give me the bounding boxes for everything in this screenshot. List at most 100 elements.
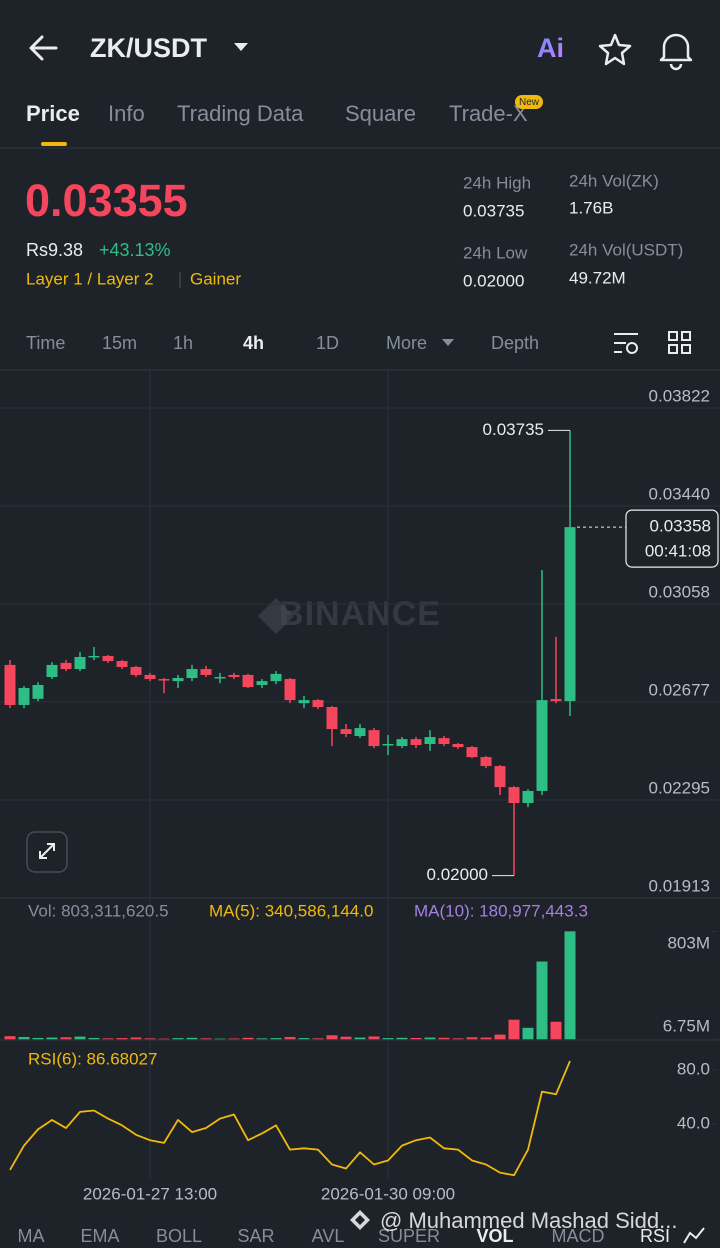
pair-title[interactable]: ZK/USDT <box>90 33 207 63</box>
candle-body <box>4 664 16 705</box>
tag[interactable]: Layer 1 / Layer 2 <box>26 269 154 288</box>
y-tick-label: 0.02295 <box>649 778 710 797</box>
stat-value: 0.02000 <box>463 271 524 290</box>
tab[interactable]: Price <box>26 101 80 126</box>
candle-body <box>186 669 198 679</box>
watermark: @ Muhammed Mashad Sidd... <box>380 1208 677 1233</box>
candle-body <box>494 766 506 788</box>
volume-bar <box>242 1037 254 1040</box>
volume-bar <box>438 1037 450 1040</box>
volume-bar <box>410 1037 422 1040</box>
indicator-tab[interactable]: EMA <box>80 1226 119 1246</box>
watermark-logo <box>350 1210 370 1230</box>
price-change: +43.13% <box>99 240 171 260</box>
volume-bar <box>550 1021 562 1040</box>
indicator-tab[interactable]: RSI <box>640 1226 670 1246</box>
indicator-tab[interactable]: BOLL <box>156 1226 202 1246</box>
candle-body <box>144 674 156 680</box>
candle-body <box>424 737 436 744</box>
candle-body <box>200 669 212 675</box>
candle-body <box>368 730 380 747</box>
volume-bar <box>466 1037 478 1040</box>
candle-body <box>130 666 142 675</box>
interval[interactable]: 4h <box>243 333 264 353</box>
volume-bar <box>368 1036 380 1040</box>
volume-bar <box>480 1037 492 1040</box>
volume-bar <box>270 1038 282 1040</box>
candle-body <box>536 700 548 791</box>
chart-settings-button[interactable] <box>614 333 638 354</box>
last-price-box <box>625 509 719 568</box>
chart-watermark: BINANCE <box>279 595 441 633</box>
candle-body <box>270 673 282 682</box>
indicator-tab[interactable]: MA <box>18 1226 45 1246</box>
volume-bar <box>88 1037 100 1040</box>
volume-bar <box>298 1038 310 1040</box>
fiat-price: Rs9.38 <box>26 240 83 260</box>
candle-body <box>284 679 296 701</box>
countdown-label: 00:41:08 <box>645 542 711 561</box>
y-tick-label: 6.75M <box>663 1016 710 1035</box>
last-price: 0.03355 <box>25 175 188 226</box>
volume-bar <box>18 1037 30 1040</box>
tab[interactable]: Trade-X <box>449 101 528 126</box>
ai-button[interactable]: Ai <box>537 33 564 63</box>
interval[interactable]: Depth <box>491 333 539 353</box>
candle-body <box>158 679 170 681</box>
more-dropdown[interactable] <box>442 339 454 346</box>
tab[interactable]: Square <box>345 101 416 126</box>
tab[interactable]: Info <box>108 101 145 126</box>
volume-bar <box>256 1038 268 1040</box>
candle-body <box>242 674 254 688</box>
notification-button[interactable] <box>659 33 693 71</box>
new-badge <box>515 95 543 109</box>
y-tick-label: 0.01913 <box>649 876 710 895</box>
rsi-line <box>9 1060 571 1177</box>
volume-legend: Vol: 803,311,620.5 <box>28 901 169 920</box>
stat-label: 24h Low <box>463 243 528 262</box>
y-tick-label: 0.03440 <box>649 485 710 504</box>
volume-bar <box>200 1038 212 1040</box>
new-badge-text: New <box>519 97 540 108</box>
volume-bar <box>102 1038 114 1040</box>
chart-type-icon[interactable] <box>683 1227 705 1244</box>
candle-body <box>256 681 268 685</box>
candle-body <box>298 700 310 704</box>
indicator-tab[interactable]: MACD <box>552 1226 605 1246</box>
indicator-tab[interactable]: AVL <box>312 1226 345 1246</box>
stat-label: 24h Vol(USDT) <box>569 240 683 259</box>
candle-body <box>480 757 492 767</box>
favorite-button[interactable] <box>598 33 632 66</box>
interval[interactable]: 1h <box>173 333 193 353</box>
volume-bar <box>4 1036 16 1040</box>
interval[interactable]: Time <box>26 333 65 353</box>
volume-bar <box>60 1037 72 1040</box>
volume-bar <box>340 1036 352 1040</box>
candle-body <box>32 684 44 699</box>
stat-value: 0.03735 <box>463 201 524 220</box>
interval[interactable]: 1D <box>316 333 339 353</box>
candle-body <box>466 747 478 758</box>
chart: BINANCE 0.01913 0.02295 0.02677 0.03058 0.034… <box>0 370 720 1203</box>
indicator-tab[interactable]: SUPER <box>378 1226 440 1246</box>
indicator-tab[interactable]: SAR <box>237 1226 274 1246</box>
stat-value: 1.76B <box>569 198 613 217</box>
stat-value: 49.72M <box>569 268 626 287</box>
y-tick-label: 0.02677 <box>649 680 710 699</box>
interval[interactable]: More <box>386 333 427 353</box>
volume-bar <box>508 1019 520 1040</box>
interval[interactable]: 15m <box>102 333 137 353</box>
stat-label: 24h Vol(ZK) <box>569 171 659 190</box>
back-button[interactable] <box>29 35 58 61</box>
layout-button[interactable] <box>668 331 691 354</box>
indicator-tab[interactable]: VOL <box>476 1226 513 1246</box>
candle-body <box>60 662 72 670</box>
tab[interactable]: Trading Data <box>177 101 304 126</box>
pair-dropdown[interactable] <box>234 43 248 51</box>
tag[interactable]: Gainer <box>190 269 241 288</box>
candle-body <box>172 678 184 682</box>
candle-body <box>522 790 534 804</box>
